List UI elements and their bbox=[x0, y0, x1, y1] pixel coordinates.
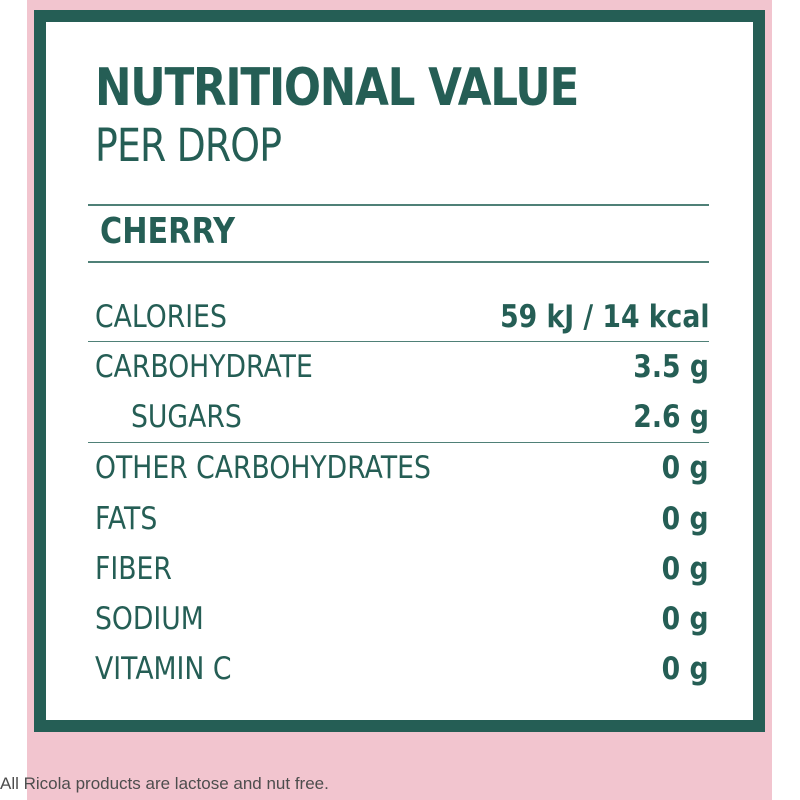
nutrient-row-fats: FATS 0 g bbox=[95, 499, 709, 539]
nutrient-row-calories: CALORIES 59 kJ / 14 kcal bbox=[95, 297, 709, 337]
nutrient-row-fiber: FIBER 0 g bbox=[95, 549, 709, 589]
nutrient-value: 0 g bbox=[662, 501, 709, 537]
nutrient-row-sodium: SODIUM 0 g bbox=[95, 599, 709, 639]
nutrient-label: CALORIES bbox=[95, 299, 227, 335]
panel-subtitle: PER DROP bbox=[95, 119, 282, 172]
nutrient-row-other-carbohydrates: OTHER CARBOHYDRATES 0 g bbox=[95, 448, 709, 488]
nutrition-panel bbox=[34, 10, 765, 732]
footnote: All Ricola products are lactose and nut … bbox=[0, 774, 329, 793]
nutrient-value: 0 g bbox=[662, 450, 709, 486]
flavor-bottom-rule bbox=[88, 261, 709, 263]
nutrient-label: OTHER CARBOHYDRATES bbox=[95, 450, 431, 486]
nutrient-value: 2.6 g bbox=[633, 399, 709, 435]
nutrient-row-carbohydrate: CARBOHYDRATE 3.5 g bbox=[95, 347, 709, 387]
nutrient-label: VITAMIN C bbox=[95, 651, 232, 687]
nutrient-label: FIBER bbox=[95, 551, 172, 587]
nutrient-label: FATS bbox=[95, 501, 158, 537]
nutrient-value: 0 g bbox=[662, 551, 709, 587]
panel-title: NUTRITIONAL VALUE bbox=[95, 58, 579, 118]
flavor-name: CHERRY bbox=[100, 211, 235, 252]
nutrient-value: 59 kJ / 14 kcal bbox=[499, 299, 709, 335]
right-margin-strip bbox=[772, 0, 800, 800]
nutrient-value: 0 g bbox=[662, 651, 709, 687]
nutrient-value: 0 g bbox=[662, 601, 709, 637]
row-divider bbox=[88, 442, 709, 443]
left-margin-strip bbox=[0, 0, 27, 800]
nutrient-label: CARBOHYDRATE bbox=[95, 349, 313, 385]
nutrient-label: SUGARS bbox=[131, 399, 242, 435]
nutrient-row-vitamin-c: VITAMIN C 0 g bbox=[95, 649, 709, 689]
nutrient-label: SODIUM bbox=[95, 601, 204, 637]
flavor-top-rule bbox=[88, 204, 709, 206]
row-divider bbox=[88, 341, 709, 342]
nutrient-row-sugars: SUGARS 2.6 g bbox=[95, 397, 709, 437]
nutrient-value: 3.5 g bbox=[633, 349, 709, 385]
